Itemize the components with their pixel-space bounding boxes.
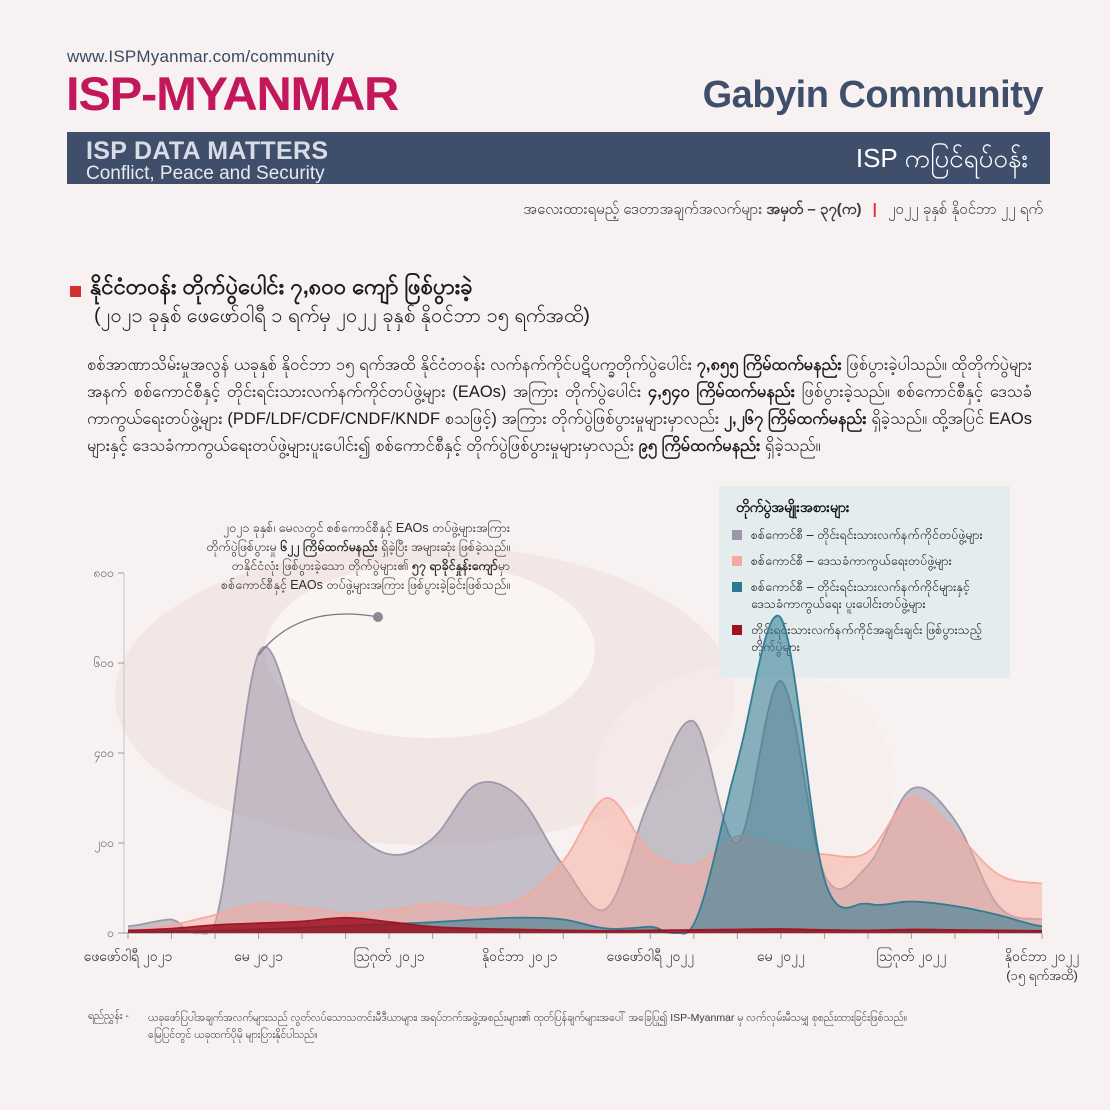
headline: နိုင်ငံတဝန်း တိုက်ပွဲပေါင်း ၇,၈၀၀ ကျော် … — [90, 274, 473, 299]
annotation-l3a: တနိုင်ငံလုံး ဖြစ်ပွားခဲ့သော တိုက်ပွဲများ… — [231, 559, 412, 573]
headline-bullet-icon — [70, 286, 81, 297]
meta-date: ၂၀၂၂ ခုနှစ် နိုဝင်ဘာ ၂၂ ရက် — [888, 201, 1043, 218]
legend-label-0: စစ်ကောင်စီ – တိုင်းရင်းသားလက်နက်ကိုင်တပ်… — [751, 528, 983, 542]
legend-item-0[interactable]: စစ်ကောင်စီ – တိုင်းရင်းသားလက်နက်ကိုင်တပ်… — [732, 527, 997, 544]
x-tick-label-0: ဖေဖော်ဝါရီ ၂၀၂၁ — [83, 948, 173, 964]
issue-meta: အလေးထားရမည့် ဒေတာအချက်အလက်များ အမှတ် – ၃… — [523, 200, 1043, 222]
x-tick-label-4: ဖေဖော်ဝါရီ ၂၀၂၂ — [606, 948, 695, 964]
x-tick-label-2: သြဂုတ် ၂၀၂၁ — [353, 948, 425, 964]
legend-swatch-icon-3 — [732, 625, 742, 635]
para-stat-2: ၄,၅၄၀ ကြိမ်ထက်မနည်း — [647, 383, 795, 401]
x-tick-label-1: မေ ၂၀၂၁ — [234, 948, 284, 964]
para-stat-1: ၇,၈၅၅ ကြိမ်ထက်မနည်း — [696, 356, 842, 374]
x-tick-sublabel: (၁၅ ရက်အထိ) — [1006, 968, 1078, 983]
legend-label-1: စစ်ကောင်စီ – ဒေသခံကာကွယ်ရေးတပ်ဖွဲ့များ — [751, 554, 952, 568]
para-seg-5: ရှိခဲ့သည်။ — [760, 437, 821, 455]
legend-title: တိုက်ပွဲအမျိုးအစားများ — [736, 499, 850, 515]
para-seg-1: စစ်အာဏာသိမ်းမှုအလွန် ယခုနှစ် နိုဝင်ဘာ ၁၅… — [87, 356, 697, 374]
site-url: www.ISPMyanmar.com/community — [67, 47, 335, 66]
header-bar — [67, 132, 1050, 184]
brand-logo-text: ISP-MYANMAR — [66, 67, 399, 120]
para-stat-3: ၂,၂၆၇ ကြိမ်ထက်မနည်း — [723, 410, 867, 428]
x-tick-label-7: နိုဝင်ဘာ ၂၀၂၂ (၁၅ ရက်အထိ) — [962, 947, 1110, 987]
annotation-l2c: ရှိခဲ့ပြီး အများဆုံး ဖြစ်ခဲ့သည်။ — [377, 540, 510, 554]
svg-text:၆၀၀: ၆၀၀ — [94, 655, 114, 670]
density-area-chart: ၀ ၂၀၀ ၄၀၀ ၆၀၀ ၈၀၀ ဖေဖော်ဝါရီ ၂၀၂၁ မေ ၂၀၂၁ သြဂု… — [60, 565, 1080, 983]
svg-text:၈၀၀: ၈၀၀ — [94, 566, 114, 580]
chart-legend: တိုက်ပွဲအမျိုးအစားများ စစ်ကောင်စီ – တိုင… — [719, 486, 1010, 678]
series-subtitle: Conflict, Peace and Security — [86, 163, 325, 184]
legend-item-2[interactable]: စစ်ကောင်စီ – တိုင်းရင်းသားလက်နက်ကိုင်မျာ… — [732, 579, 997, 613]
para-seg-3: ဖြစ်ပွားခဲ့သည်။ စစ်ကောင်စီနှင့် ဒေသခံကာက… — [87, 383, 1032, 428]
x-tick-label-6: သြဂုတ် ၂၀၂၂ — [876, 948, 947, 964]
svg-text:၂၀၀: ၂၀၀ — [95, 836, 114, 853]
body-paragraph: စစ်အာဏာသိမ်းမှုအလွန် ယခုနှစ် နိုဝင်ဘာ ၁၅… — [87, 352, 1032, 460]
legend-swatch-icon-0 — [732, 530, 742, 540]
legend-swatch-icon-2 — [732, 582, 742, 592]
footnote-body: ယခုဖော်ပြပါအချက်အလက်များသည် လွတ်လပ်သောသတ… — [148, 1010, 1053, 1044]
meta-prefix: အလေးထားရမည့် ဒေတာအချက်အလက်များ — [523, 201, 763, 218]
annotation-line-2: တိုက်ပွဲဖြစ်ပွားမှု ၆၂၂ ကြိမ်ထက်မနည်း ရှ… — [175, 538, 510, 557]
annotation-line-4: စစ်ကောင်စီနှင့် EAOs တပ်ဖွဲ့များအကြား ဖြ… — [221, 578, 510, 592]
footnote-line-2: မြေပြင်တွင် ယခုထက်ပိုမို များပြားနိုင်ပါ… — [148, 1029, 318, 1041]
footnote-line-1: ယခုဖော်ပြပါအချက်အလက်များသည် လွတ်လပ်သောသတ… — [148, 1012, 908, 1024]
x-tick-label-5: မေ ၂၀၂၂ — [756, 948, 805, 964]
legend-item-1[interactable]: စစ်ကောင်စီ – ဒေသခံကာကွယ်ရေးတပ်ဖွဲ့များ — [732, 553, 997, 570]
para-stat-4: ၉၅ ကြိမ်ထက်မနည်း — [638, 437, 761, 455]
legend-swatch-icon-1 — [732, 556, 742, 566]
legend-label-2: စစ်ကောင်စီ – တိုင်းရင်းသားလက်နက်ကိုင်မျာ… — [751, 580, 970, 611]
chart-annotation: ၂၀၂၁ ခုနှစ်၊ မေလတွင် စစ်ကောင်စီနှင့် EAO… — [175, 519, 510, 595]
meta-issue-number: အမှတ် – ၃၇(က) — [766, 201, 862, 218]
page-subtitle: ISP ကပြင်ရပ်ဝန်း — [855, 143, 1028, 173]
annotation-stat-percent: ၅၇ ရာခိုင်နှုန်းကျော် — [411, 559, 498, 573]
chart-svg: ၀ ၂၀၀ ၄၀၀ ၆၀၀ ၈၀၀ — [94, 566, 1043, 940]
headline-daterange: (၂၀၂၁ ခုနှစ် ဖေဖော်ဝါရီ ၁ ရက်မှ ၂၀၂၂ ခုန… — [94, 305, 590, 327]
para-seg-2: ဖြစ်ပွားခဲ့ပါသည်။ ထိုတိုက်ပွဲများအနက် စစ… — [87, 356, 1032, 401]
series-title: ISP DATA MATTERS — [86, 137, 329, 165]
annotation-stat-count: ၆၂၂ ကြိမ်ထက်မနည်း — [280, 540, 378, 554]
para-seg-4: ရှိခဲ့သည်။ ထို့အပြင် EAOs များနှင့် ဒေသခ… — [87, 410, 1032, 455]
annotation-line-1: ၂၀၂၁ ခုနှစ်၊ မေလတွင် စစ်ကောင်စီနှင့် EAO… — [222, 521, 510, 535]
meta-separator: | — [872, 201, 877, 218]
page-title: Gabyin Community — [702, 74, 1044, 116]
svg-text:၀: ၀ — [107, 926, 114, 940]
annotation-l2a: တိုက်ပွဲဖြစ်ပွားမှု — [206, 540, 281, 554]
svg-text:၄၀၀: ၄၀၀ — [94, 746, 114, 763]
x-tick-label-3: နိုဝင်ဘာ ၂၀၂၁ — [481, 948, 558, 964]
footnote-label: ရည်ညွှန်း - — [88, 1010, 129, 1022]
annotation-line-3: တနိုင်ငံလုံး ဖြစ်ပွားခဲ့သော တိုက်ပွဲများ… — [175, 557, 510, 576]
annotation-l3c: မှာ — [497, 559, 510, 573]
